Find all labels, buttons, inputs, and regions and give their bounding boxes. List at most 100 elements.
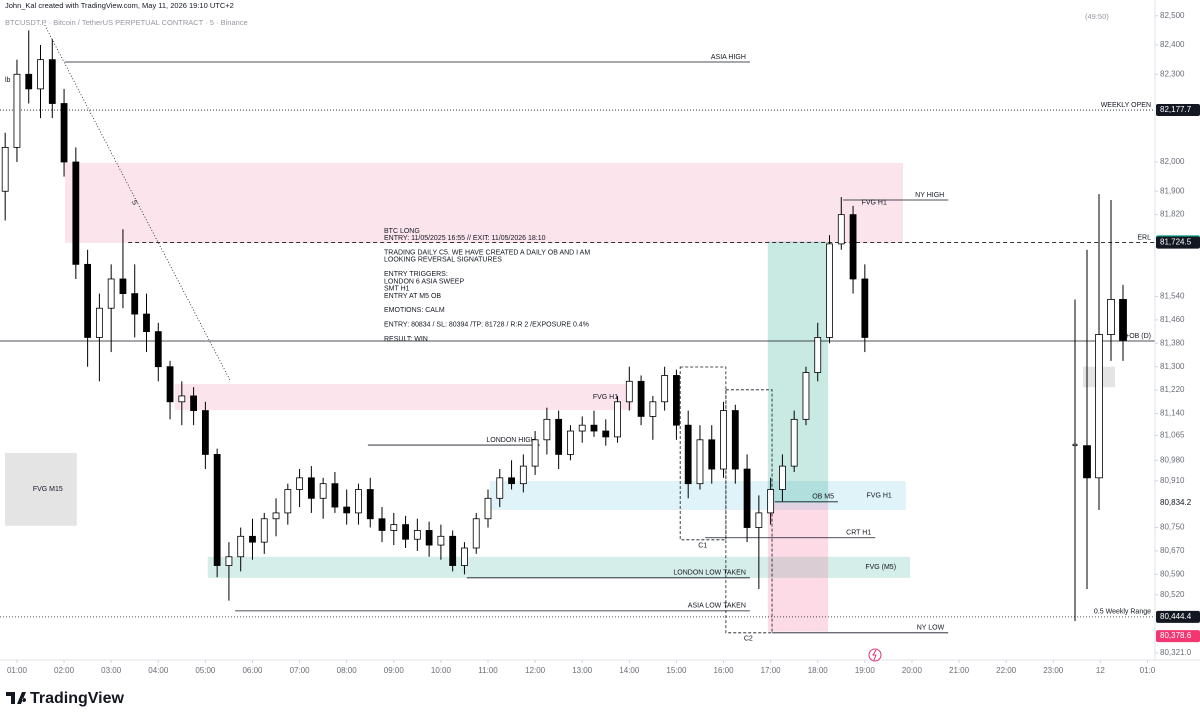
candle-body [237,535,245,558]
y-tick-label: 82,300 [1160,69,1185,78]
x-tick-label: 19:00 [855,666,876,675]
candle-body [449,535,457,566]
trendline-label: S [130,199,139,207]
zone [65,162,903,244]
candle-body [366,489,374,520]
logo-icon [6,692,27,704]
y-tick-label: 82,400 [1160,40,1185,49]
candle-body [1072,443,1078,447]
candle-body [590,424,598,432]
candle-body [1083,445,1091,479]
note-line: LOOKING REVERSAL SIGNATURES [384,257,502,264]
x-tick-label: 06:00 [242,666,263,675]
x-tick-label: 10:00 [431,666,452,675]
candle-body [802,372,810,420]
price-label: 81,724.5 [1160,238,1192,247]
candle-body [696,439,704,485]
note-line: RESULT: WIN [384,336,428,343]
candle-body [260,518,268,543]
x-tick-label: 15:00 [666,666,687,675]
candle-body [390,524,398,531]
candle-body [355,489,362,514]
x-tick-label: 21:00 [949,666,970,675]
y-tick-label: 80,980 [1160,455,1185,464]
candle-body [779,465,786,490]
y-tick-label: 82,000 [1160,157,1185,166]
y-tick-label: 81,380 [1160,338,1185,347]
candle-body [48,59,56,104]
level-label: ERL [1137,234,1151,241]
author-line: John_Kal created with TradingView.com, M… [5,1,234,10]
candle-body [1095,334,1103,479]
candle-body [319,483,327,499]
price-label-box [1156,236,1200,249]
countdown: (49:50) [1085,12,1109,21]
x-tick-label: 07:00 [290,666,311,675]
y-tick-label: 81,065 [1160,431,1185,440]
note-line: ENTRY TRIGGERS: [384,271,448,278]
candle-body [95,307,103,338]
candle-body [343,506,351,514]
x-tick-label: 16:00 [714,666,735,675]
candle-body [461,547,468,566]
candle-body [413,530,421,540]
candle-body [213,454,221,566]
candle-body [201,410,209,455]
price-label: 80,834.2 [1160,498,1192,507]
candle-body [107,278,115,309]
level-label: NY HIGH [915,192,944,199]
candle-body [307,477,315,499]
candle-body [190,395,197,411]
y-tick-label: 81,460 [1160,315,1185,324]
x-tick-label: 13:00 [572,666,593,675]
note-line: ENTRY: 80834 / SL: 80394 /TP: 81728 / R:… [384,322,589,329]
candle-body [13,73,21,148]
level-label: NY LOW [917,625,945,632]
x-tick-label: 01:0 [1140,666,1156,675]
candle-body [814,337,822,373]
candle-body [649,401,657,417]
y-tick-label: 81,540 [1160,292,1185,301]
level-label: 0.5 Weekly Range [1094,609,1151,616]
x-tick-label: 12 [1096,666,1105,675]
candle-body [331,483,339,508]
x-tick-label: 04:00 [148,666,169,675]
x-tick-label: 18:00 [808,666,829,675]
y-tick-label: 81,220 [1160,385,1185,394]
candle-body [625,380,633,403]
y-tick-label: 80,670 [1160,546,1185,555]
x-tick-label: 08:00 [337,666,358,675]
candle-body [225,556,233,566]
zone-label: FVG (M5) [865,564,896,571]
y-tick-label: 82,500 [1160,11,1185,20]
candle-body [119,278,127,294]
candle-body [60,103,68,163]
candle-body [637,380,645,417]
level-label: ASIA HIGH [711,54,746,61]
x-tick-label: 17:00 [761,666,782,675]
note-line: LONDON 6 ASIA SWEEP [384,278,464,285]
level-label: LONDON LOW TAKEN [673,570,745,577]
candle-body [378,518,386,531]
candle-body [743,468,751,528]
y-tick-label: 80,750 [1160,523,1185,532]
x-tick-label: 11:00 [478,666,498,675]
candle-body [543,418,551,441]
candle-body [1119,299,1127,341]
candle-body [684,424,692,485]
note-line: ENTRY AT M5 OB [384,293,441,300]
level-label: CRT H1 [846,530,871,537]
price-label-box [1156,104,1200,117]
y-tick-label: 80,910 [1160,476,1185,485]
candle-body [790,418,798,467]
candle-body [178,395,186,403]
candle-body [425,530,433,546]
note-line: EMOTIONS: CALM [384,307,445,314]
candle-box-label: C2 [744,636,753,643]
brand-name: TradingView [30,690,125,707]
candle-body [272,512,280,520]
note-line: ENTRY: 11/05/2025 16:55 // EXIT: 11/05/2… [384,235,546,242]
candle-body [249,535,256,543]
y-tick-label: 81,300 [1160,362,1185,371]
zone [207,556,911,578]
